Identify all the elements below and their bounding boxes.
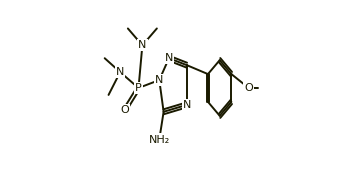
Text: N: N	[155, 75, 163, 85]
Text: O: O	[244, 83, 253, 93]
Text: P: P	[135, 83, 142, 93]
Text: N: N	[165, 53, 173, 63]
Text: N: N	[116, 67, 124, 77]
Text: N: N	[183, 100, 191, 110]
Text: O: O	[121, 105, 129, 115]
Text: N: N	[138, 40, 147, 50]
Text: NH₂: NH₂	[149, 134, 170, 144]
